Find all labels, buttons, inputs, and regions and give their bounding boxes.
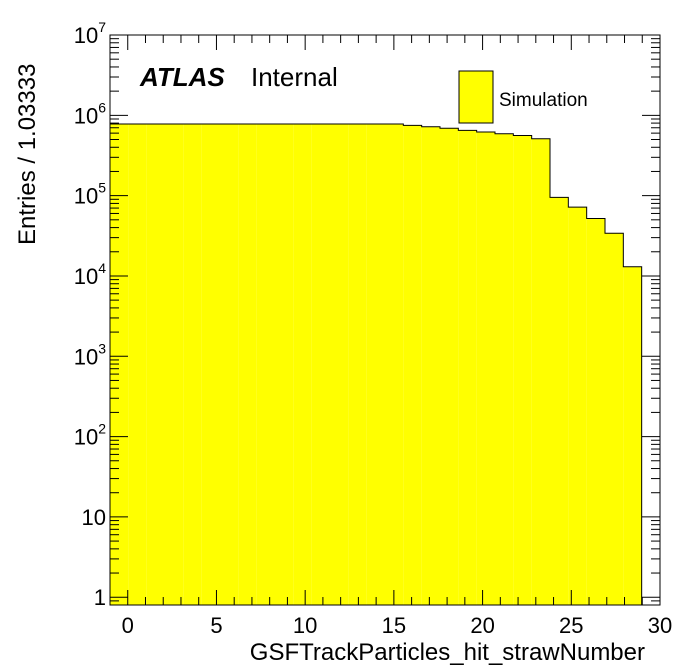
histogram-bar — [256, 123, 275, 605]
histogram-outline — [110, 123, 643, 605]
x-tick-label: 30 — [648, 613, 672, 638]
x-tick-labels: 0 5 10 15 20 25 30 — [122, 613, 673, 638]
x-tick-label: 20 — [470, 613, 494, 638]
histogram-bar — [128, 123, 147, 605]
histogram-bar — [586, 218, 605, 606]
x-axis-title: GSFTrackParticles_hit_strawNumber — [250, 639, 645, 666]
histogram-bar — [421, 126, 440, 606]
histogram-bar — [403, 125, 422, 605]
legend-label: Simulation — [499, 90, 588, 111]
y-tick-label: 1 — [94, 585, 106, 610]
histogram-bar — [165, 123, 184, 605]
x-tick-label: 25 — [559, 613, 583, 638]
histogram-bar — [293, 123, 312, 605]
x-tick-label: 15 — [382, 613, 406, 638]
atlas-label: ATLAS — [139, 62, 225, 92]
histogram-bar — [440, 128, 459, 605]
histogram-bar — [513, 135, 532, 606]
y-axis-title: Entries / 1.03333 — [14, 64, 41, 245]
histogram-bars — [110, 123, 643, 606]
y-tick-label: 105 — [74, 180, 106, 209]
histogram-bar — [220, 123, 239, 605]
y-tick-label: 104 — [74, 260, 106, 289]
histogram-bar — [275, 123, 294, 605]
histogram-bar — [531, 138, 550, 605]
x-tick-label: 10 — [293, 613, 317, 638]
y-tick-label: 102 — [74, 421, 106, 450]
plot-frame — [109, 34, 661, 606]
histogram-bar — [146, 123, 165, 605]
histogram-bar — [110, 123, 129, 605]
histogram-bar — [238, 123, 257, 605]
histogram-bar — [605, 233, 624, 605]
y-tick-labels: 1 10 102 103 104 105 106 107 — [74, 19, 106, 610]
histogram-bar — [550, 197, 569, 605]
histogram-bar — [385, 123, 404, 605]
histogram-bar — [458, 130, 477, 605]
y-tick-label: 106 — [74, 99, 106, 128]
y-tick-label: 107 — [74, 19, 106, 48]
legend-swatch — [458, 70, 494, 124]
histogram-bar — [348, 123, 367, 605]
histogram-bar — [183, 123, 202, 605]
histogram-bar — [366, 123, 385, 605]
histogram-bar — [623, 266, 642, 605]
axis-ticks — [109, 34, 661, 606]
histogram-bar — [330, 123, 349, 605]
x-tick-label: 5 — [210, 613, 222, 638]
histogram-bar — [568, 207, 587, 605]
internal-label: Internal — [251, 62, 338, 92]
histogram-bar — [495, 133, 514, 605]
y-tick-label: 103 — [74, 340, 106, 369]
y-tick-label: 10 — [82, 505, 106, 530]
x-tick-label: 0 — [122, 613, 134, 638]
histogram-bar — [476, 131, 495, 606]
histogram-bar — [311, 123, 330, 605]
histogram-bar — [201, 123, 220, 605]
